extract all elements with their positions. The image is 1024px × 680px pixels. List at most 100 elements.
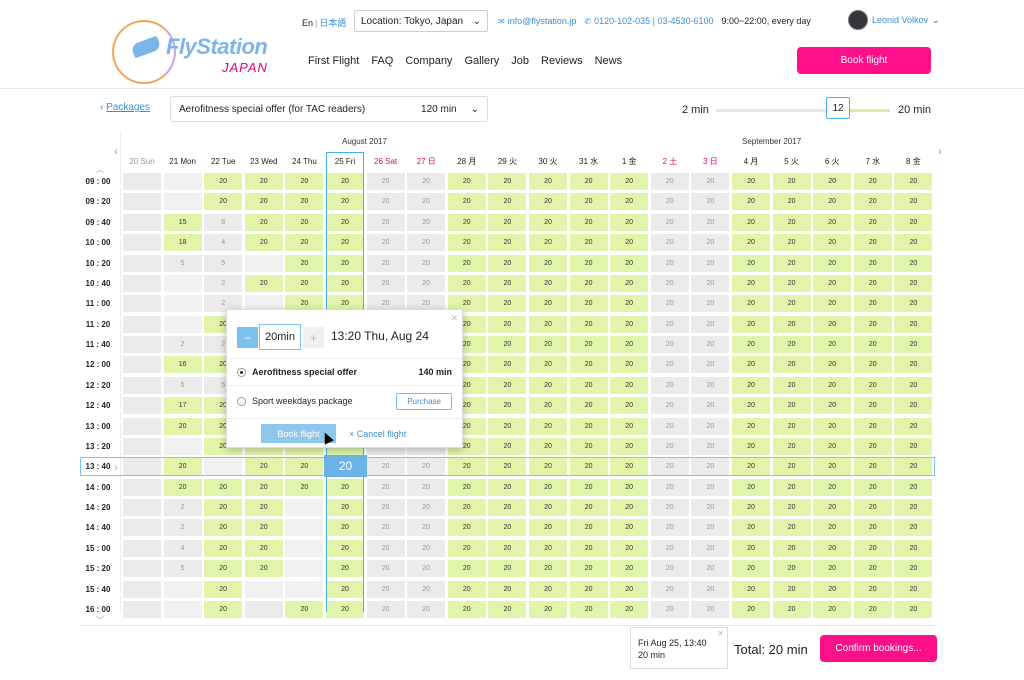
slot-available[interactable]: 20 xyxy=(569,234,608,252)
slot-available[interactable]: 20 xyxy=(285,213,324,231)
selected-slot[interactable]: 20 xyxy=(324,455,367,477)
slot-available[interactable]: 20 xyxy=(569,478,608,496)
slot-available[interactable]: 20 xyxy=(163,458,202,476)
slot-available[interactable]: 20 xyxy=(732,499,770,517)
slot-available[interactable]: 20 xyxy=(772,397,811,415)
slot-available[interactable]: 20 xyxy=(853,397,892,415)
slot-available[interactable]: 20 xyxy=(772,336,811,354)
slot-available[interactable]: 20 xyxy=(244,193,283,211)
nav-job[interactable]: Job xyxy=(511,55,530,67)
slot-available[interactable]: 20 xyxy=(813,213,852,231)
slot-available[interactable]: 20 xyxy=(894,519,933,537)
slot-available[interactable]: 20 xyxy=(529,295,567,313)
slot-available[interactable]: 20 xyxy=(326,295,364,313)
slot-available[interactable]: 20 xyxy=(529,580,567,598)
slot-available[interactable]: 20 xyxy=(853,600,892,618)
slot-available[interactable]: 20 xyxy=(732,315,770,333)
package-option-sport[interactable]: Sport weekdays package Purchase xyxy=(227,388,462,414)
slot-available[interactable]: 20 xyxy=(894,417,933,435)
slot-available[interactable]: 20 xyxy=(813,519,852,537)
slot-available[interactable]: 20 xyxy=(326,193,364,211)
slot-available[interactable]: 20 xyxy=(447,600,486,618)
slot-available[interactable]: 20 xyxy=(813,295,852,313)
slot-available[interactable]: 20 xyxy=(813,580,852,598)
slot-available[interactable]: 20 xyxy=(488,600,527,618)
slot-available[interactable]: 20 xyxy=(772,519,811,537)
nav-faq[interactable]: FAQ xyxy=(371,55,394,67)
slot-available[interactable]: 20 xyxy=(488,397,527,415)
slot-available[interactable]: 20 xyxy=(610,458,649,476)
slot-available[interactable]: 20 xyxy=(772,458,811,476)
location-select[interactable]: Location: Tokyo, Japan ⌄ xyxy=(354,10,488,32)
slot-available[interactable]: 20 xyxy=(894,397,933,415)
slot-available[interactable]: 20 xyxy=(569,600,608,618)
slot-available[interactable]: 20 xyxy=(529,274,567,292)
slot-available[interactable]: 20 xyxy=(853,580,892,598)
radio-unselected[interactable] xyxy=(237,396,246,406)
slot-available[interactable]: 20 xyxy=(610,274,649,292)
popup-book-flight-button[interactable]: Book flight xyxy=(261,424,336,443)
slot-available[interactable]: 20 xyxy=(894,376,933,394)
slot-available[interactable]: 20 xyxy=(894,234,933,252)
slot-available[interactable]: 20 xyxy=(813,539,852,557)
slot-available[interactable]: 20 xyxy=(732,580,770,598)
slot-available[interactable]: 20 xyxy=(732,600,770,618)
slot-available[interactable]: 20 xyxy=(772,376,811,394)
slot-available[interactable]: 20 xyxy=(488,417,527,435)
slot-available[interactable]: 20 xyxy=(772,478,811,496)
slot-available[interactable]: 20 xyxy=(569,315,608,333)
slot-available[interactable]: 20 xyxy=(894,336,933,354)
slot-available[interactable]: 20 xyxy=(732,173,770,190)
slot-available[interactable]: 20 xyxy=(326,173,364,190)
slot-available[interactable]: 20 xyxy=(488,478,527,496)
slot-available[interactable]: 20 xyxy=(894,580,933,598)
slot-available[interactable]: 20 xyxy=(569,193,608,211)
slot-available[interactable]: 20 xyxy=(853,274,892,292)
slot-available[interactable]: 20 xyxy=(813,356,852,374)
slot-available[interactable]: 20 xyxy=(853,458,892,476)
slot-available[interactable]: 20 xyxy=(285,193,324,211)
slot-available[interactable]: 20 xyxy=(326,519,364,537)
phone-link[interactable]: 0120-102-035 | 03-4530-6100 xyxy=(594,16,714,26)
slot-available[interactable]: 20 xyxy=(326,234,364,252)
slot-available[interactable]: 20 xyxy=(732,437,770,455)
slot-available[interactable]: 20 xyxy=(488,274,527,292)
slot-available[interactable]: 20 xyxy=(772,560,811,578)
slot-available[interactable]: 20 xyxy=(488,376,527,394)
nav-news[interactable]: News xyxy=(594,55,623,67)
slot-available[interactable]: 20 xyxy=(529,417,567,435)
slot-available[interactable]: 20 xyxy=(569,376,608,394)
slot-available[interactable]: 20 xyxy=(772,173,811,190)
slot-available[interactable]: 20 xyxy=(244,213,283,231)
slot-available[interactable]: 20 xyxy=(447,213,486,231)
slot-available[interactable]: 20 xyxy=(163,478,202,496)
slot-available[interactable]: 20 xyxy=(529,376,567,394)
slot-available[interactable]: 20 xyxy=(732,356,770,374)
slot-available[interactable]: 20 xyxy=(772,356,811,374)
slot-available[interactable]: 20 xyxy=(610,356,649,374)
slot-available[interactable]: 20 xyxy=(488,437,527,455)
slot-available[interactable]: 20 xyxy=(732,458,770,476)
slot-available[interactable]: 20 xyxy=(732,397,770,415)
lang-en[interactable]: En xyxy=(302,18,314,28)
slot-available[interactable]: 20 xyxy=(569,336,608,354)
slot-available[interactable]: 20 xyxy=(732,539,770,557)
slot-available[interactable]: 20 xyxy=(813,376,852,394)
slot-available[interactable]: 20 xyxy=(853,356,892,374)
slot-available[interactable]: 20 xyxy=(732,193,770,211)
slot-available[interactable]: 20 xyxy=(244,519,283,537)
nav-company[interactable]: Company xyxy=(405,55,453,67)
slot-available[interactable]: 20 xyxy=(569,519,608,537)
slot-available[interactable]: 20 xyxy=(204,600,243,618)
slot-available[interactable]: 20 xyxy=(813,193,852,211)
slot-available[interactable]: 20 xyxy=(244,560,283,578)
slot-available[interactable]: 20 xyxy=(894,254,933,272)
slot-available[interactable]: 20 xyxy=(326,254,364,272)
slot-available[interactable]: 20 xyxy=(853,417,892,435)
slot-available[interactable]: 20 xyxy=(204,499,243,517)
nav-reviews[interactable]: Reviews xyxy=(541,55,583,67)
slot-available[interactable]: 20 xyxy=(285,173,324,190)
slot-available[interactable]: 20 xyxy=(488,458,527,476)
slot-available[interactable]: 20 xyxy=(610,560,649,578)
slot-available[interactable]: 20 xyxy=(488,336,527,354)
